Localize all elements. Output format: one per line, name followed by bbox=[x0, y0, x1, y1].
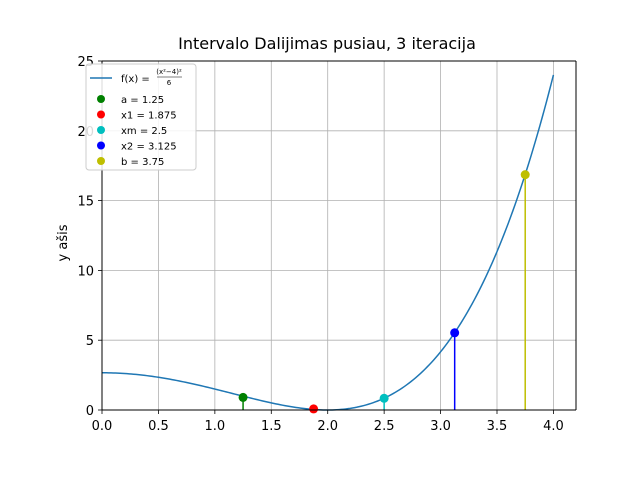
legend-swatch-0 bbox=[97, 95, 105, 103]
point-markers bbox=[238, 170, 530, 414]
x-tick-label-0: 0.0 bbox=[92, 419, 113, 434]
legend-label-2: xm = 2.5 bbox=[121, 126, 167, 137]
y-tick-label-2: 10 bbox=[77, 264, 94, 279]
chart-title: Intervalo Dalijimas pusiau, 3 iteracija bbox=[178, 34, 476, 53]
legend-swatch-4 bbox=[97, 157, 105, 165]
point-marker-4 bbox=[520, 170, 530, 180]
legend-label-0: a = 1.25 bbox=[121, 95, 164, 106]
legend-function-numerator: (x²−4)² bbox=[156, 68, 182, 76]
x-tick-label-4: 2.0 bbox=[317, 419, 338, 434]
point-stems bbox=[242, 174, 526, 410]
x-tick-label-1: 0.5 bbox=[148, 419, 169, 434]
x-tick-label-5: 2.5 bbox=[374, 419, 395, 434]
point-marker-2 bbox=[379, 393, 389, 403]
y-tick-label-1: 5 bbox=[86, 334, 94, 349]
legend-swatch-3 bbox=[97, 141, 105, 150]
y-tick-label-0: 0 bbox=[86, 404, 94, 419]
point-marker-3 bbox=[450, 328, 460, 338]
legend-function-denominator: 6 bbox=[167, 79, 172, 87]
point-marker-0 bbox=[238, 392, 248, 402]
legend-label-3: x2 = 3.125 bbox=[121, 142, 177, 153]
y-axis-label: y ašis bbox=[56, 224, 71, 261]
legend: f(x) = (x²−4)² 6a = 1.25 x1 = 1.875 xm = 2.… bbox=[85, 63, 197, 171]
legend-box bbox=[85, 63, 197, 171]
x-tick-label-8: 4.0 bbox=[543, 419, 564, 434]
legend-swatch-2 bbox=[97, 126, 105, 134]
x-tick-label-3: 1.5 bbox=[261, 419, 282, 434]
legend-swatch-1 bbox=[97, 110, 105, 119]
tick-labels: 0.00.51.01.52.02.53.03.54.00510152025 bbox=[77, 55, 563, 434]
legend-label-function: f(x) = bbox=[121, 74, 150, 85]
legend-label-1: x1 = 1.875 bbox=[121, 111, 177, 122]
y-tick-label-3: 15 bbox=[77, 195, 94, 210]
x-tick-label-2: 1.0 bbox=[205, 419, 226, 434]
x-tick-label-7: 3.5 bbox=[487, 419, 508, 434]
point-marker-1 bbox=[309, 404, 319, 414]
legend-label-4: b = 3.75 bbox=[121, 157, 164, 168]
x-tick-label-6: 3.0 bbox=[430, 419, 451, 434]
